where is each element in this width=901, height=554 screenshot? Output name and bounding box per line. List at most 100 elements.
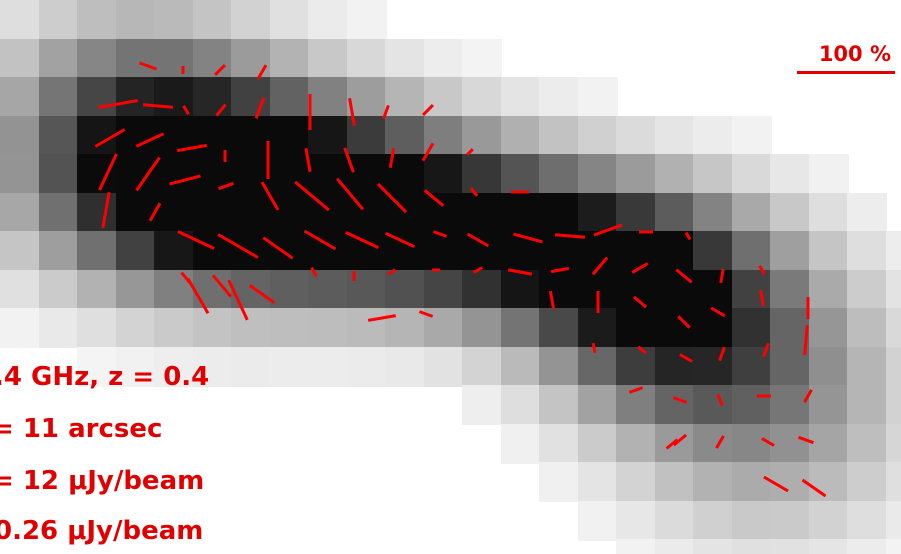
intensity-pixel	[578, 116, 618, 156]
beam-size-label: = 11 arcsec	[0, 414, 163, 444]
intensity-pixel	[116, 308, 156, 348]
intensity-pixel	[578, 77, 618, 117]
intensity-pixel	[732, 231, 772, 271]
vector-scale-label: 100 %	[818, 42, 891, 66]
intensity-pixel	[693, 501, 733, 541]
polarization-vector	[637, 345, 647, 355]
polarization-vector	[176, 143, 208, 153]
intensity-pixel	[886, 539, 901, 554]
polarization-vector	[98, 153, 118, 191]
intensity-pixel	[886, 385, 901, 425]
intensity-pixel	[655, 385, 695, 425]
polarization-vector	[718, 346, 726, 362]
intensity-pixel	[270, 77, 310, 117]
intensity-pixel	[193, 0, 233, 40]
intensity-pixel	[693, 385, 733, 425]
intensity-pixel	[308, 39, 348, 79]
intensity-pixel	[39, 231, 79, 271]
intensity-pixel	[116, 270, 156, 310]
intensity-pixel	[77, 347, 117, 387]
intensity-pixel	[347, 308, 387, 348]
intensity-pixel	[539, 462, 579, 502]
polarization-vector	[803, 324, 809, 356]
intensity-pixel	[693, 154, 733, 194]
polarization-vector	[677, 315, 691, 329]
intensity-pixel	[424, 347, 464, 387]
intensity-pixel	[809, 462, 849, 502]
intensity-pixel	[770, 539, 810, 554]
intensity-pixel	[693, 193, 733, 233]
polarization-vector	[632, 295, 648, 309]
intensity-pixel	[193, 231, 233, 271]
polarization-vector	[665, 438, 679, 450]
polarization-vector	[214, 64, 226, 76]
intensity-pixel	[270, 308, 310, 348]
polarization-vector	[550, 266, 570, 274]
polarization-vector	[684, 231, 692, 241]
polarization-vector	[215, 103, 227, 117]
polarization-vector	[672, 396, 688, 404]
intensity-pixel	[809, 308, 849, 348]
intensity-pixel	[693, 462, 733, 502]
intensity-pixel	[655, 193, 695, 233]
intensity-pixel	[39, 0, 79, 40]
intensity-pixel	[886, 270, 901, 310]
intensity-pixel	[0, 154, 40, 194]
polarization-vector	[384, 231, 416, 249]
intensity-pixel	[732, 501, 772, 541]
intensity-pixel	[347, 347, 387, 387]
intensity-pixel	[616, 308, 656, 348]
polarization-vector	[182, 104, 190, 116]
intensity-pixel	[193, 308, 233, 348]
intensity-pixel	[809, 231, 849, 271]
intensity-pixel	[616, 539, 656, 554]
intensity-pixel	[462, 270, 502, 310]
intensity-pixel	[501, 347, 541, 387]
polarization-vector	[135, 132, 165, 148]
intensity-pixel	[616, 385, 656, 425]
polarization-vector	[591, 256, 609, 276]
polarization-vector	[254, 97, 266, 119]
intensity-pixel	[693, 270, 733, 310]
intensity-pixel	[616, 501, 656, 541]
polarization-vector	[513, 232, 543, 244]
intensity-pixel	[347, 0, 387, 40]
intensity-pixel	[424, 270, 464, 310]
polarization-vector	[803, 389, 813, 403]
intensity-pixel	[809, 424, 849, 464]
intensity-pixel	[578, 347, 618, 387]
polarization-vector	[294, 180, 330, 212]
intensity-pixel	[270, 193, 310, 233]
intensity-pixel	[732, 308, 772, 348]
intensity-pixel	[308, 0, 348, 40]
intensity-pixel	[77, 77, 117, 117]
polarization-vector	[719, 268, 725, 284]
intensity-pixel	[385, 270, 425, 310]
polarization-vector	[345, 231, 379, 249]
intensity-pixel	[886, 501, 901, 541]
intensity-pixel	[501, 154, 541, 194]
intensity-pixel	[270, 39, 310, 79]
intensity-pixel	[809, 270, 849, 310]
intensity-pixel	[847, 347, 887, 387]
intensity-pixel	[193, 116, 233, 156]
intensity-pixel	[231, 193, 271, 233]
intensity-pixel	[462, 308, 502, 348]
intensity-pixel	[539, 308, 579, 348]
intensity-pixel	[154, 154, 194, 194]
intensity-pixel	[655, 347, 695, 387]
intensity-pixel	[270, 116, 310, 156]
intensity-pixel	[77, 154, 117, 194]
polarization-vector	[675, 268, 693, 284]
intensity-pixel	[193, 347, 233, 387]
intensity-pixel	[39, 77, 79, 117]
intensity-pixel	[193, 154, 233, 194]
intensity-pixel	[270, 231, 310, 271]
intensity-pixel	[693, 231, 733, 271]
intensity-pixel	[231, 77, 271, 117]
intensity-pixel	[770, 270, 810, 310]
intensity-pixel	[655, 154, 695, 194]
intensity-pixel	[39, 270, 79, 310]
intensity-pixel	[424, 154, 464, 194]
intensity-pixel	[693, 308, 733, 348]
